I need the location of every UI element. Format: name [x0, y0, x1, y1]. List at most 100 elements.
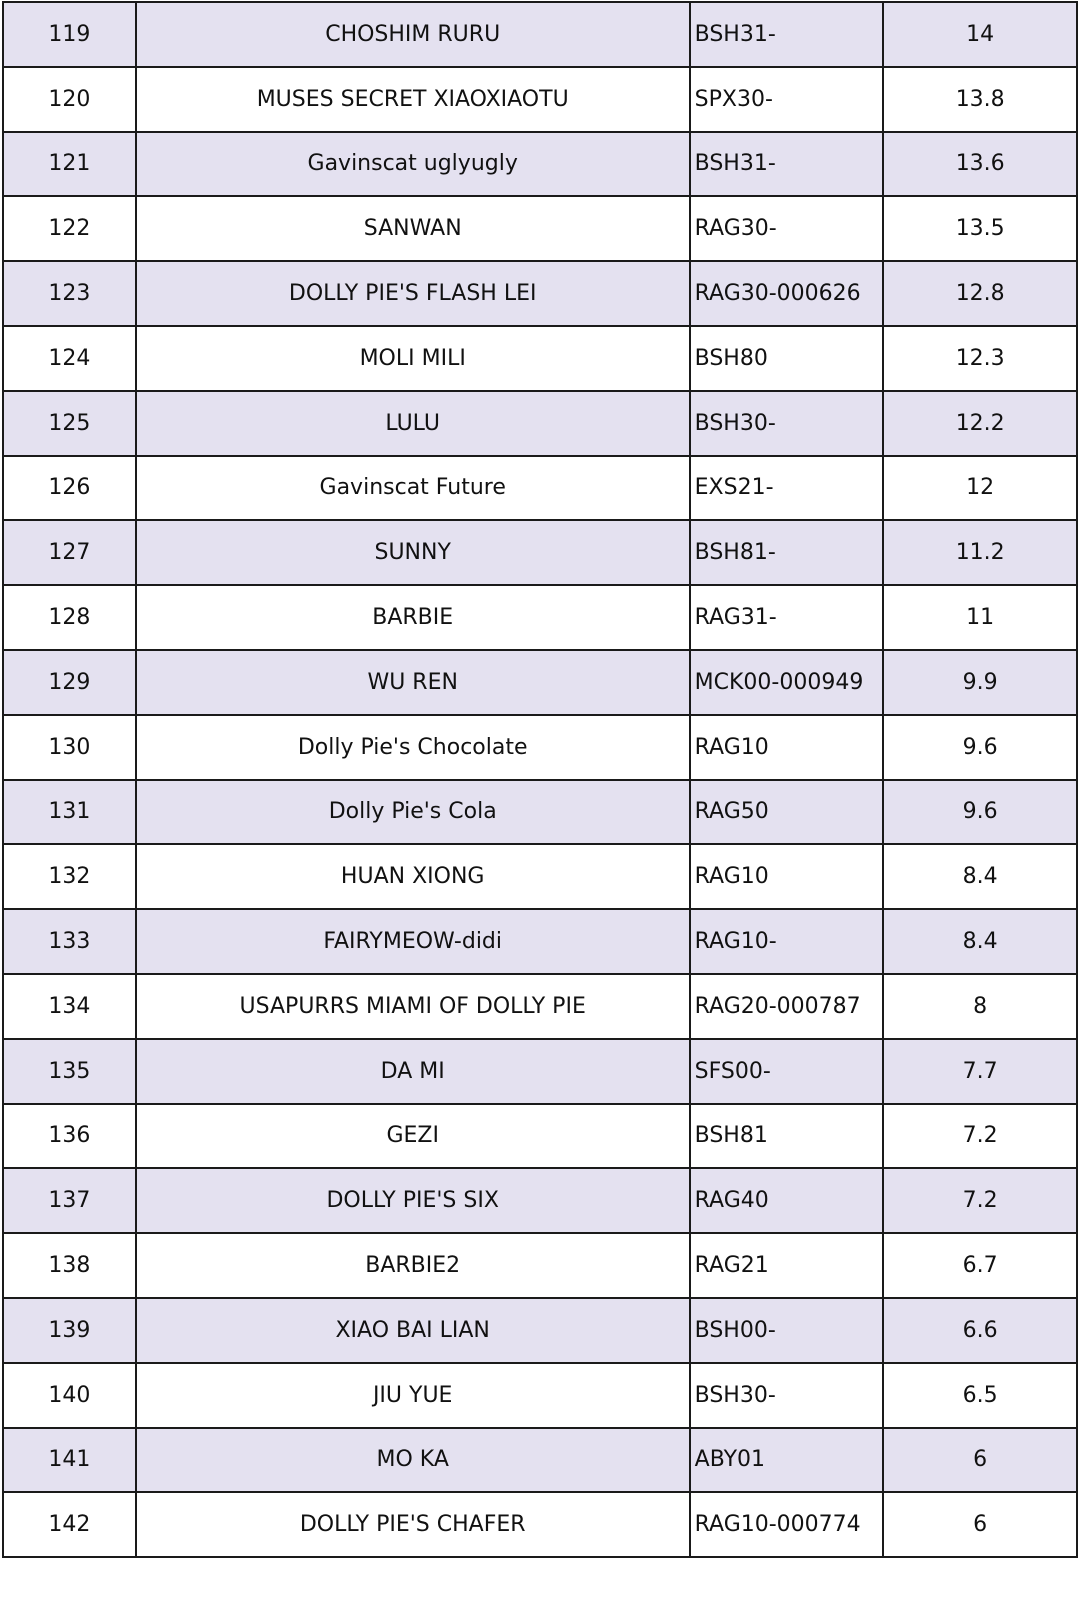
table-row: 130 Dolly Pie's Chocolate RAG10 9.6	[2, 713, 1078, 781]
code-cell: BSH81-	[688, 519, 885, 587]
value-cell: 6.5	[882, 1361, 1078, 1429]
name-cell: DOLLY PIE'S FLASH LEI	[134, 260, 691, 327]
value-cell: 12.3	[882, 324, 1078, 392]
value-cell: 8.4	[882, 843, 1078, 911]
code-cell: RAG10-000774	[688, 1491, 885, 1559]
table-row: 140 JIU YUE BSH30- 6.5	[2, 1361, 1078, 1429]
code-cell: RAG21	[688, 1232, 885, 1299]
table-row: 129 WU REN MCK00-000949 9.9	[2, 648, 1078, 716]
table-row: 119 CHOSHIM RURU BSH31- 14	[2, 1, 1078, 68]
value-cell: 6	[882, 1491, 1078, 1559]
value-cell: 7.7	[882, 1037, 1078, 1105]
table-row: 133 FAIRYMEOW-didi RAG10- 8.4	[2, 908, 1078, 975]
table-row: 123 DOLLY PIE'S FLASH LEI RAG30-000626 12.8	[2, 260, 1078, 327]
table-row: 124 MOLI MILI BSH80 12.3	[2, 324, 1078, 392]
table-row: 136 GEZI BSH81 7.2	[2, 1102, 1078, 1170]
value-cell: 6	[882, 1426, 1078, 1494]
value-cell: 13.5	[882, 195, 1078, 263]
table-row: 126 Gavinscat Future EXS21- 12	[2, 454, 1078, 522]
rank-cell: 138	[2, 1232, 137, 1299]
rank-cell: 121	[2, 130, 137, 198]
rank-cell: 126	[2, 454, 137, 522]
code-cell: RAG50	[688, 778, 885, 846]
name-cell: MUSES SECRET XIAOXIAOTU	[134, 65, 691, 133]
value-cell: 6.7	[882, 1232, 1078, 1299]
name-cell: BARBIE2	[134, 1232, 691, 1299]
code-cell: RAG10	[688, 843, 885, 911]
value-cell: 13.6	[882, 130, 1078, 198]
rank-cell: 124	[2, 324, 137, 392]
code-cell: BSH81	[688, 1102, 885, 1170]
name-cell: Dolly Pie's Chocolate	[134, 713, 691, 781]
value-cell: 9.6	[882, 778, 1078, 846]
table-row: 122 SANWAN RAG30- 13.5	[2, 195, 1078, 263]
name-cell: HUAN XIONG	[134, 843, 691, 911]
value-cell: 11	[882, 584, 1078, 651]
value-cell: 11.2	[882, 519, 1078, 587]
name-cell: BARBIE	[134, 584, 691, 651]
value-cell: 12	[882, 454, 1078, 522]
rank-cell: 136	[2, 1102, 137, 1170]
value-cell: 7.2	[882, 1167, 1078, 1235]
table-body: 119 CHOSHIM RURU BSH31- 14 120 MUSES SECRET X…	[2, 1, 1078, 1559]
name-cell: FAIRYMEOW-didi	[134, 908, 691, 975]
name-cell: Gavinscat Future	[134, 454, 691, 522]
code-cell: MCK00-000949	[688, 648, 885, 716]
name-cell: CHOSHIM RURU	[134, 1, 691, 68]
rank-cell: 127	[2, 519, 137, 587]
rank-cell: 132	[2, 843, 137, 911]
table-row: 141 MO KA ABY01 6	[2, 1426, 1078, 1494]
value-cell: 8	[882, 972, 1078, 1040]
rank-cell: 130	[2, 713, 137, 781]
name-cell: Gavinscat uglyugly	[134, 130, 691, 198]
rank-cell: 123	[2, 260, 137, 327]
value-cell: 14	[882, 1, 1078, 68]
value-cell: 7.2	[882, 1102, 1078, 1170]
rank-cell: 129	[2, 648, 137, 716]
name-cell: MOLI MILI	[134, 324, 691, 392]
table-row: 125 LULU BSH30- 12.2	[2, 389, 1078, 457]
table-row: 131 Dolly Pie's Cola RAG50 9.6	[2, 778, 1078, 846]
name-cell: WU REN	[134, 648, 691, 716]
value-cell: 12.2	[882, 389, 1078, 457]
rank-cell: 119	[2, 1, 137, 68]
rank-cell: 139	[2, 1296, 137, 1364]
rank-cell: 142	[2, 1491, 137, 1559]
name-cell: GEZI	[134, 1102, 691, 1170]
ranking-table: 119 CHOSHIM RURU BSH31- 14 120 MUSES SECRET X…	[2, 1, 1078, 1559]
rank-cell: 137	[2, 1167, 137, 1235]
code-cell: RAG20-000787	[688, 972, 885, 1040]
code-cell: BSH30-	[688, 1361, 885, 1429]
table-row: 139 XIAO BAI LIAN BSH00- 6.6	[2, 1296, 1078, 1364]
code-cell: BSH30-	[688, 389, 885, 457]
code-cell: RAG30-	[688, 195, 885, 263]
name-cell: DA MI	[134, 1037, 691, 1105]
value-cell: 9.6	[882, 713, 1078, 781]
name-cell: DOLLY PIE'S CHAFER	[134, 1491, 691, 1559]
code-cell: RAG40	[688, 1167, 885, 1235]
code-cell: EXS21-	[688, 454, 885, 522]
code-cell: ABY01	[688, 1426, 885, 1494]
value-cell: 12.8	[882, 260, 1078, 327]
name-cell: Dolly Pie's Cola	[134, 778, 691, 846]
table-row: 138 BARBIE2 RAG21 6.7	[2, 1232, 1078, 1299]
table-row: 134 USAPURRS MIAMI OF DOLLY PIE RAG20-0007…	[2, 972, 1078, 1040]
rank-cell: 128	[2, 584, 137, 651]
code-cell: RAG10	[688, 713, 885, 781]
name-cell: MO KA	[134, 1426, 691, 1494]
rank-cell: 120	[2, 65, 137, 133]
code-cell: RAG30-000626	[688, 260, 885, 327]
rank-cell: 133	[2, 908, 137, 975]
rank-cell: 134	[2, 972, 137, 1040]
name-cell: DOLLY PIE'S SIX	[134, 1167, 691, 1235]
value-cell: 8.4	[882, 908, 1078, 975]
code-cell: BSH31-	[688, 130, 885, 198]
code-cell: SPX30-	[688, 65, 885, 133]
name-cell: USAPURRS MIAMI OF DOLLY PIE	[134, 972, 691, 1040]
rank-cell: 125	[2, 389, 137, 457]
table-row: 128 BARBIE RAG31- 11	[2, 584, 1078, 651]
table-row: 142 DOLLY PIE'S CHAFER RAG10-000774 6	[2, 1491, 1078, 1559]
table-row: 121 Gavinscat uglyugly BSH31- 13.6	[2, 130, 1078, 198]
code-cell: BSH80	[688, 324, 885, 392]
table-row: 120 MUSES SECRET XIAOXIAOTU SPX30- 13.8	[2, 65, 1078, 133]
